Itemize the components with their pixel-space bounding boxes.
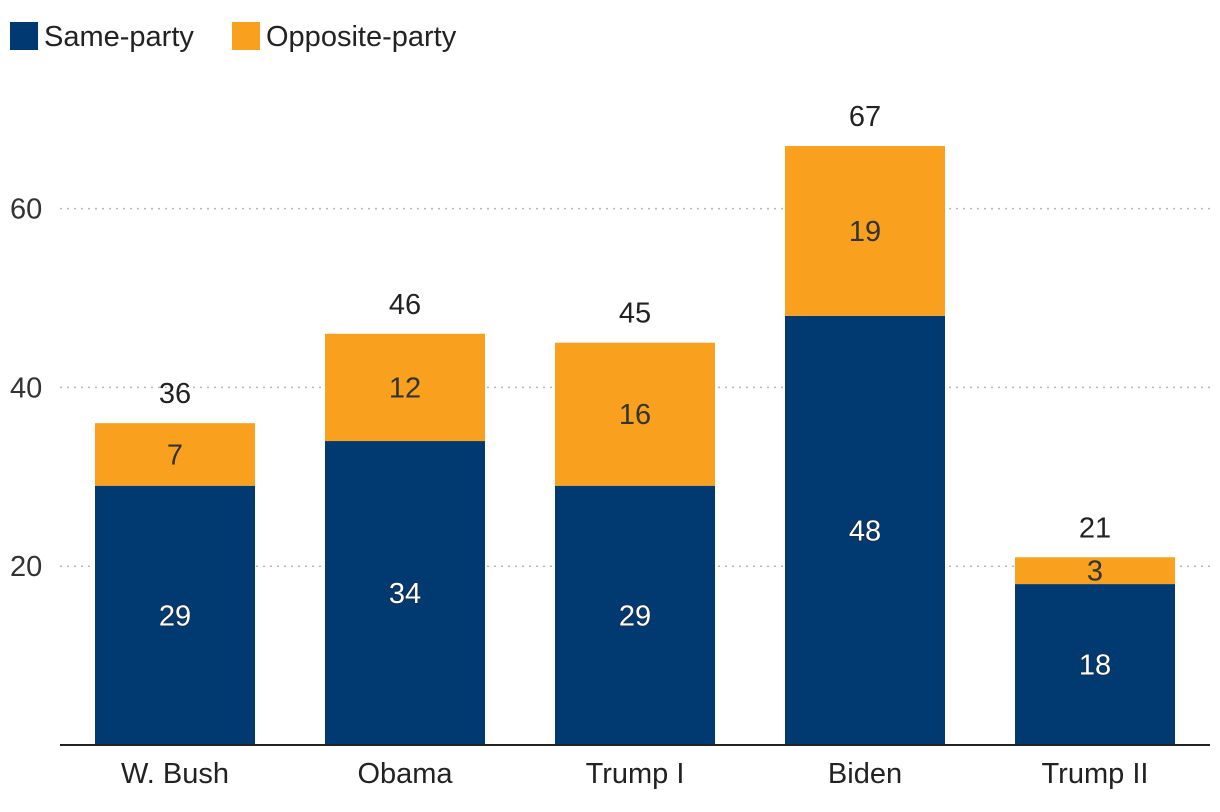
segment-label-w-bush-same-party: 29 — [159, 600, 191, 632]
bar-obama-same-party — [325, 441, 485, 745]
segment-label-biden-same-party: 48 — [849, 515, 881, 547]
legend-swatch-opposite-party — [232, 22, 260, 50]
legend-label-opposite-party: Opposite-party — [266, 21, 457, 53]
segment-label-w-bush-opposite-party: 7 — [167, 439, 183, 471]
total-label-trump-ii: 21 — [1079, 512, 1111, 544]
total-label-biden: 67 — [849, 101, 881, 133]
segment-label-trump-i-opposite-party: 16 — [619, 399, 651, 431]
x-axis: W. Bush Obama Trump I Biden Trump II — [60, 744, 1210, 790]
y-tick-label-60: 60 — [10, 194, 42, 226]
segment-label-trump-ii-opposite-party: 3 — [1087, 556, 1103, 588]
bar-trump-i-opposite-party — [555, 342, 715, 486]
bar-obama-opposite-party — [325, 333, 485, 442]
segment-label-biden-opposite-party: 19 — [849, 216, 881, 248]
legend: Same-party Opposite-party — [10, 21, 457, 53]
bars: 29 7 36 34 12 46 29 16 45 48 19 67 18 3 21 — [95, 101, 1175, 745]
legend-label-same-party: Same-party — [44, 21, 194, 53]
segment-label-obama-opposite-party: 12 — [389, 372, 421, 404]
legend-swatch-same-party — [10, 22, 38, 50]
total-label-trump-i: 45 — [619, 298, 651, 330]
y-tick-label-20: 20 — [10, 551, 42, 583]
y-axis: 20 40 60 — [10, 194, 42, 584]
bar-trump-ii-opposite-party — [1015, 557, 1175, 585]
bar-w-bush-same-party — [95, 485, 255, 745]
segment-label-obama-same-party: 34 — [389, 578, 421, 610]
total-label-w-bush: 36 — [159, 378, 191, 410]
x-tick-label-trump-ii: Trump II — [1042, 758, 1149, 790]
bar-biden-same-party — [785, 315, 945, 745]
x-tick-label-trump-i: Trump I — [586, 758, 685, 790]
x-tick-label-biden: Biden — [828, 758, 902, 790]
y-tick-label-40: 40 — [10, 372, 42, 404]
total-label-obama: 46 — [389, 289, 421, 321]
bar-trump-i-same-party — [555, 485, 715, 745]
bar-w-bush-opposite-party — [95, 423, 255, 486]
segment-label-trump-i-same-party: 29 — [619, 600, 651, 632]
bar-biden-opposite-party — [785, 146, 945, 316]
x-tick-label-obama: Obama — [357, 758, 453, 790]
bar-trump-ii-same-party — [1015, 584, 1175, 745]
segment-label-trump-ii-same-party: 18 — [1079, 650, 1111, 682]
x-tick-label-w-bush: W. Bush — [121, 758, 229, 790]
